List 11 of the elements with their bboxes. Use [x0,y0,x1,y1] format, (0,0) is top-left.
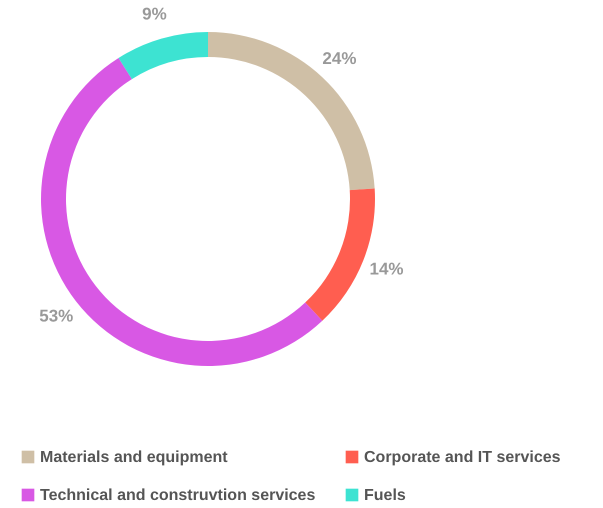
data-label: 24% [322,49,356,68]
data-label: 14% [370,260,404,279]
donut-slice [208,32,375,190]
legend-label: Materials and equipment [40,449,228,466]
data-label: 9% [142,4,167,24]
donut-slice [41,58,322,366]
donut-slice [118,32,208,80]
data-label: 53% [39,306,74,326]
legend-label: Technical and construvtion services [40,487,316,504]
legend-label: Fuels [364,487,406,504]
legend-label: Corporate and IT services [364,449,561,466]
